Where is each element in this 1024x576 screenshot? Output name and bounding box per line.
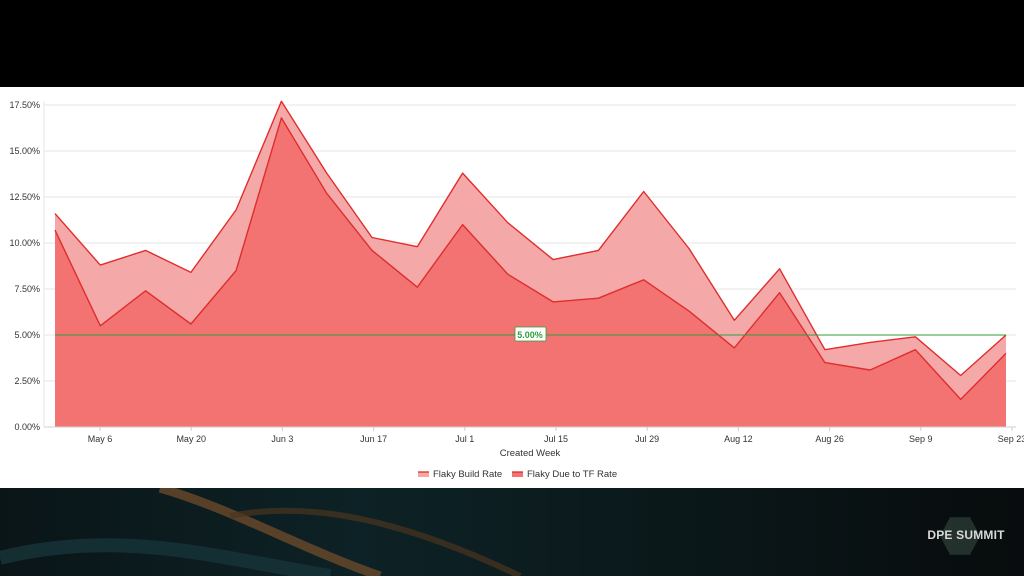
legend-swatch-2	[512, 472, 523, 477]
dpe-summit-logo: DPE SUMMIT	[918, 517, 1014, 555]
top-black-band	[0, 0, 1024, 87]
y-tick-label: 5.00%	[14, 330, 40, 340]
area-chart: 5.00% 0.00% 2.50% 5.00% 7.50% 10.00% 12.50% 15…	[9, 100, 1024, 480]
y-tick-label: 15.00%	[9, 146, 40, 156]
x-tick-label: Jun 17	[360, 434, 387, 444]
x-tick-label: May 20	[176, 434, 206, 444]
decorative-swoosh	[0, 488, 522, 576]
y-tick-label: 2.50%	[14, 376, 40, 386]
x-tick-label: Aug 12	[724, 434, 753, 444]
legend-label-2: Flaky Due to TF Rate	[527, 469, 617, 480]
y-tick-label: 17.50%	[9, 100, 40, 110]
x-tick-label: Sep 23	[998, 434, 1024, 444]
legend-label-1: Flaky Build Rate	[433, 469, 502, 480]
logo-text: DPE SUMMIT	[927, 528, 1005, 542]
bottom-decorative-band	[0, 488, 1024, 576]
hexagon-logo-icon	[940, 517, 980, 555]
series-areas	[54, 100, 1007, 428]
reference-line-group: 5.00%	[55, 326, 1006, 342]
y-tick-label: 10.00%	[9, 238, 40, 248]
legend: Flaky Build Rate Flaky Due to TF Rate	[418, 469, 617, 480]
reference-label-box	[514, 326, 547, 342]
y-tick-label: 7.50%	[14, 284, 40, 294]
x-tick-label: Aug 26	[815, 434, 844, 444]
y-tick-label: 0.00%	[14, 422, 40, 432]
x-tick-label: Jul 1	[455, 434, 474, 444]
reference-label: 5.00%	[517, 330, 543, 340]
x-tick-label: Sep 9	[909, 434, 933, 444]
x-tick-label: May 6	[88, 434, 113, 444]
x-tick-label: Jul 29	[635, 434, 659, 444]
series-line-1	[54, 100, 1007, 377]
y-tick-label: 12.50%	[9, 192, 40, 202]
x-tick-label: Jul 15	[544, 434, 568, 444]
series-area-2	[55, 117, 1006, 428]
x-tick-label: Jun 3	[271, 434, 293, 444]
x-axis-title: Created Week	[500, 448, 561, 459]
series-line-2	[54, 117, 1007, 401]
axes: 0.00% 2.50% 5.00% 7.50% 10.00% 12.50% 15.00% 17…	[9, 100, 1024, 444]
legend-swatch-1	[418, 472, 429, 477]
chart-panel: 5.00% 0.00% 2.50% 5.00% 7.50% 10.00% 12.50% 15…	[0, 87, 1024, 488]
